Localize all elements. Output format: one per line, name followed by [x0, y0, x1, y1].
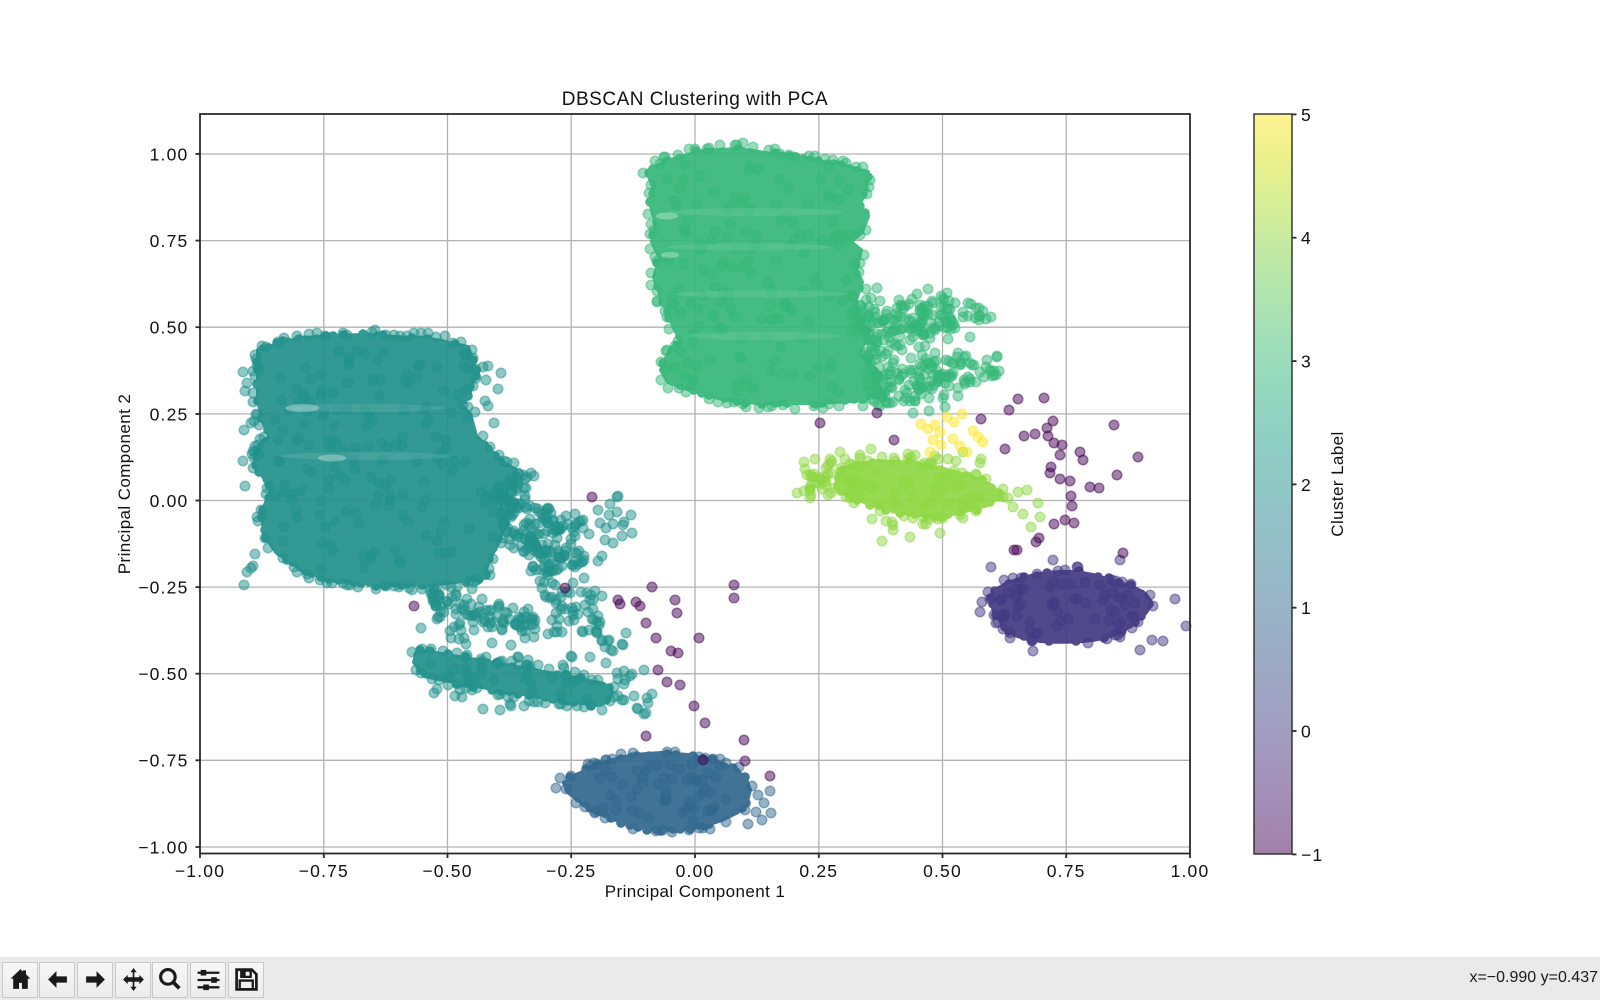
svg-text:Cluster Label: Cluster Label	[1328, 431, 1347, 536]
svg-text:4: 4	[1301, 228, 1312, 248]
svg-text:DBSCAN Clustering with PCA: DBSCAN Clustering with PCA	[562, 89, 828, 110]
svg-text:−1: −1	[1301, 845, 1323, 865]
svg-text:−0.25: −0.25	[138, 578, 188, 598]
svg-text:0.25: 0.25	[150, 404, 189, 424]
svg-text:0: 0	[1301, 721, 1312, 741]
svg-text:0.00: 0.00	[676, 861, 715, 881]
svg-text:Principal Component 2: Principal Component 2	[115, 394, 134, 574]
svg-text:−0.50: −0.50	[138, 664, 188, 684]
svg-text:0.75: 0.75	[150, 231, 189, 251]
svg-text:1.00: 1.00	[150, 144, 189, 164]
svg-text:5: 5	[1301, 105, 1312, 125]
svg-text:0.50: 0.50	[923, 861, 962, 881]
svg-text:Principal Component 1: Principal Component 1	[605, 882, 785, 901]
svg-text:0.00: 0.00	[150, 491, 189, 511]
svg-text:−1.00: −1.00	[138, 837, 188, 857]
svg-text:−0.75: −0.75	[299, 861, 349, 881]
svg-text:−1.00: −1.00	[175, 861, 225, 881]
svg-text:1.00: 1.00	[1171, 861, 1210, 881]
svg-text:−0.50: −0.50	[422, 861, 472, 881]
svg-text:0.50: 0.50	[150, 318, 189, 338]
svg-text:0.75: 0.75	[1047, 861, 1086, 881]
svg-text:−0.75: −0.75	[138, 751, 188, 771]
svg-text:2: 2	[1301, 475, 1312, 495]
svg-text:3: 3	[1301, 352, 1312, 372]
svg-text:1: 1	[1301, 598, 1312, 618]
svg-text:−0.25: −0.25	[546, 861, 596, 881]
svg-text:0.25: 0.25	[799, 861, 838, 881]
